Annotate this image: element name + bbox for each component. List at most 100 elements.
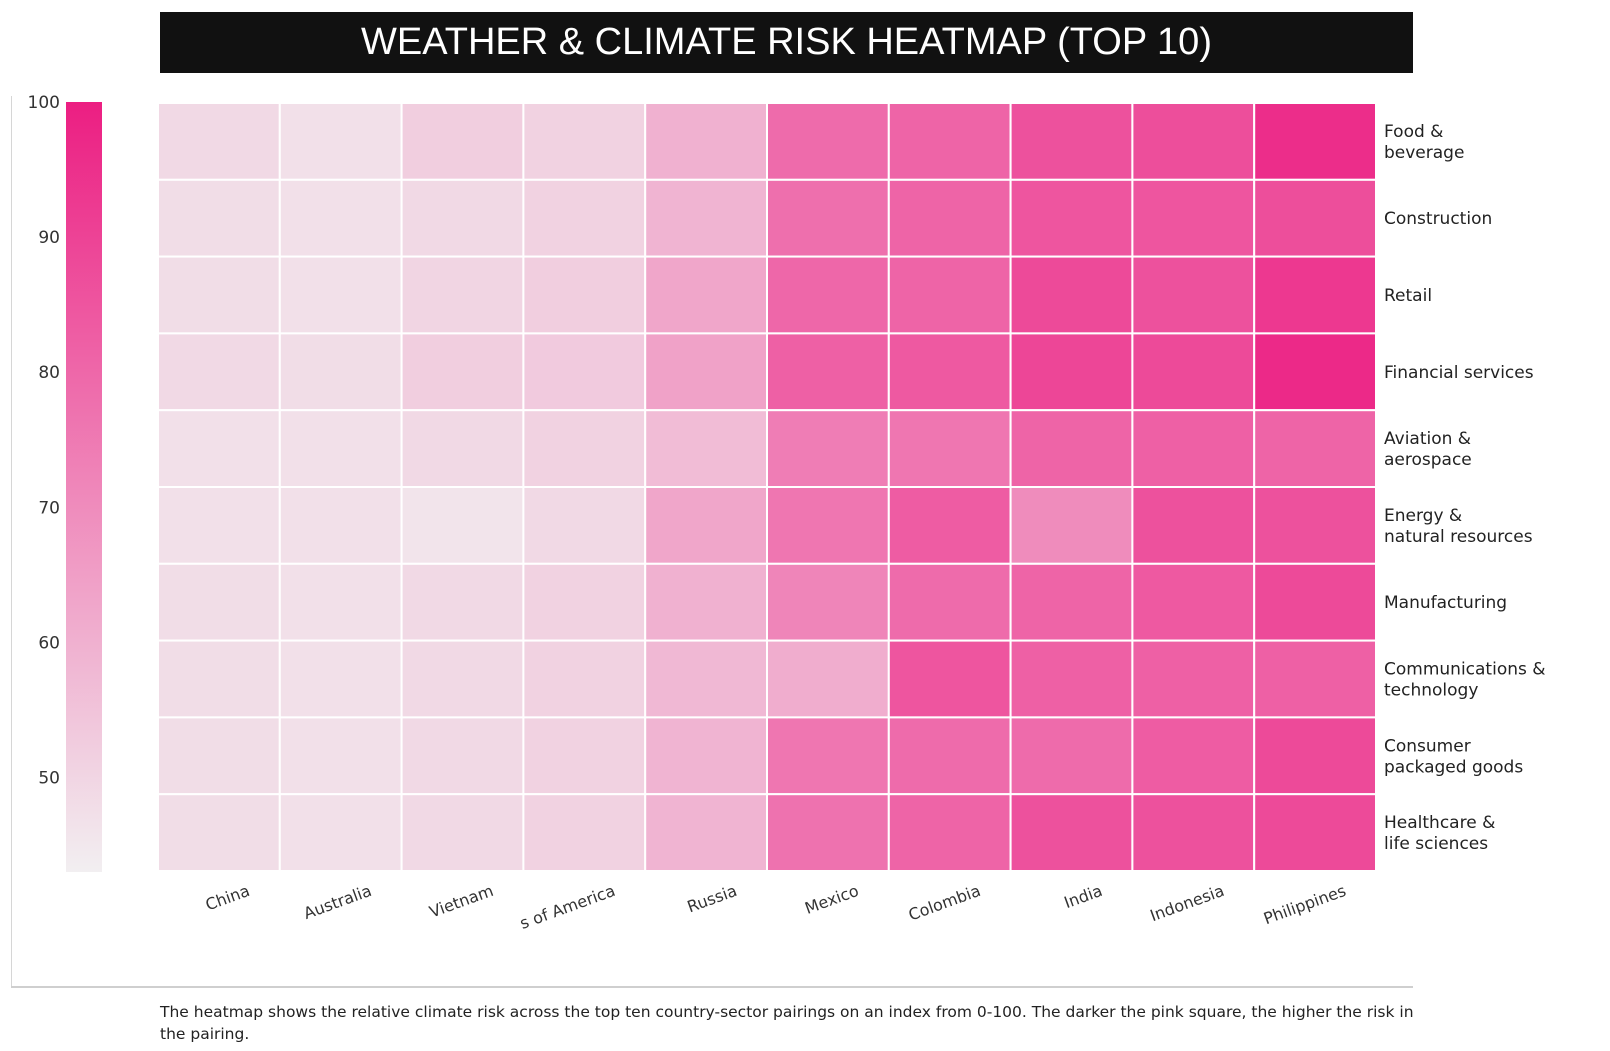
- heatmap-cell: [644, 716, 769, 796]
- row-label: Energy & natural resources: [1384, 506, 1533, 547]
- heatmap-cell: [1253, 332, 1377, 412]
- column-label: China: [203, 881, 252, 914]
- heatmap-cell: [400, 639, 525, 719]
- column-label: Colombia: [906, 881, 983, 925]
- heatmap-cell: [157, 486, 281, 565]
- row-label: Manufacturing: [1384, 593, 1507, 613]
- heatmap-cell: [1009, 639, 1134, 719]
- heatmap-cell: [157, 332, 281, 412]
- heatmap-cell: [278, 255, 403, 335]
- heatmap-cell: [644, 178, 769, 258]
- heatmap-cell: [766, 562, 890, 642]
- heatmap-cell: [1253, 409, 1377, 489]
- row-label: Communications & technology: [1384, 660, 1546, 701]
- colorbar: [66, 102, 102, 872]
- heatmap-cell: [1131, 255, 1256, 335]
- heatmap-cell: [644, 562, 769, 642]
- heatmap-cell: [887, 409, 1012, 489]
- column-label: Australia: [301, 881, 374, 923]
- heatmap-cell: [157, 793, 281, 873]
- heatmap-cell: [522, 332, 647, 412]
- heatmap-cell: [522, 639, 647, 719]
- heatmap-cell: [1009, 409, 1134, 489]
- heatmap-cell: [400, 793, 525, 873]
- heatmap-cell: [1009, 562, 1134, 642]
- chart-caption: The heatmap shows the relative climate r…: [160, 1003, 1414, 1043]
- row-label: Aviation & aerospace: [1384, 429, 1472, 470]
- heatmap-cell: [644, 102, 769, 181]
- heatmap-cell: [278, 178, 403, 258]
- column-label: s of America: [517, 881, 617, 933]
- heatmap-cell: [157, 255, 281, 335]
- heatmap-cell: [400, 332, 525, 412]
- heatmap-cell: [157, 178, 281, 258]
- heatmap-chart: 50 60 70 80 90 100 Food & beverage Construction…: [28, 93, 1546, 933]
- heatmap-cell: [522, 178, 647, 258]
- heatmap-cell: [522, 102, 647, 181]
- heatmap-cell: [1131, 178, 1256, 258]
- heatmap-cell: [887, 562, 1012, 642]
- heatmap-cell: [1131, 639, 1256, 719]
- heatmap-cell: [157, 409, 281, 489]
- colorbar-tick-label: 60: [38, 633, 60, 653]
- heatmap-cell: [1009, 332, 1134, 412]
- heatmap-cell: [1009, 102, 1134, 181]
- heatmap-cell: [1253, 716, 1377, 796]
- heatmap-cell: [522, 562, 647, 642]
- row-label: Construction: [1384, 209, 1492, 229]
- heatmap-cell: [278, 793, 403, 873]
- row-label: Financial services: [1384, 363, 1534, 383]
- heatmap-cell: [644, 409, 769, 489]
- heatmap-cell: [522, 716, 647, 796]
- heatmap-cell: [1253, 178, 1377, 258]
- heatmap-cell: [278, 102, 403, 181]
- heatmap-cell: [644, 639, 769, 719]
- heatmap-cell: [157, 562, 281, 642]
- heatmap-cell: [766, 178, 890, 258]
- heatmap-cell: [522, 409, 647, 489]
- heatmap-cell: [278, 332, 403, 412]
- colorbar-tick-label: 50: [38, 768, 60, 788]
- heatmap-cell: [766, 716, 890, 796]
- heatmap-cell: [1131, 793, 1256, 873]
- heatmap-cell: [1253, 486, 1377, 565]
- heatmap-cell: [1131, 409, 1256, 489]
- title-bar: WEATHER & CLIMATE RISK HEATMAP (TOP 10): [160, 12, 1413, 73]
- row-labels: Food & beverage Construction Retail Financia…: [1384, 122, 1546, 854]
- heatmap-cell: [1131, 716, 1256, 796]
- row-label: Consumer packaged goods: [1384, 736, 1523, 777]
- heatmap-cell: [157, 102, 281, 181]
- heatmap-cell: [522, 793, 647, 873]
- heatmap-cell: [644, 255, 769, 335]
- heatmap-cell: [887, 178, 1012, 258]
- heatmap-cell: [887, 486, 1012, 565]
- heatmap-cell: [1131, 102, 1256, 181]
- heatmap-cell: [157, 716, 281, 796]
- heatmap-cell: [766, 332, 890, 412]
- row-label: Retail: [1384, 286, 1432, 306]
- column-labels: China Australia Vietnam s of America Russia M…: [203, 881, 1349, 933]
- heatmap-cell: [278, 486, 403, 565]
- colorbar-tick-label: 70: [38, 498, 60, 518]
- heatmap-cell: [766, 255, 890, 335]
- heatmap-cell: [278, 409, 403, 489]
- row-label: Healthcare & life sciences: [1384, 813, 1495, 854]
- colorbar-tick-label: 80: [38, 363, 60, 383]
- column-label: Indonesia: [1147, 881, 1226, 925]
- heatmap-cell: [400, 102, 525, 181]
- column-label: Russia: [685, 881, 740, 916]
- heatmap-cell: [766, 486, 890, 565]
- heatmap-cell: [1253, 255, 1377, 335]
- heatmap-cell: [1009, 178, 1134, 258]
- heatmap-cell: [887, 716, 1012, 796]
- heatmap-cell: [1253, 562, 1377, 642]
- heatmap-cell: [1253, 102, 1377, 181]
- heatmap-cell: [644, 793, 769, 873]
- heatmap-cell: [766, 102, 890, 181]
- heatmap-cell: [400, 178, 525, 258]
- heatmap-cell: [1253, 639, 1377, 719]
- heatmap-cell: [766, 409, 890, 489]
- heatmap-cell: [400, 562, 525, 642]
- heatmap-cell: [522, 486, 647, 565]
- colorbar-ticks: 50 60 70 80 90 100: [28, 93, 60, 788]
